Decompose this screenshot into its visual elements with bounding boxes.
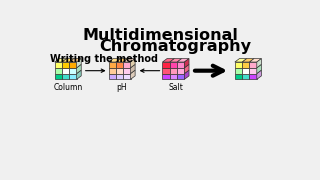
Polygon shape xyxy=(69,58,81,62)
Bar xyxy=(235,68,242,74)
Bar xyxy=(177,68,184,74)
Text: Salt: Salt xyxy=(168,83,183,92)
Bar xyxy=(55,68,62,74)
Polygon shape xyxy=(108,58,121,62)
Polygon shape xyxy=(131,70,135,79)
Polygon shape xyxy=(116,58,128,62)
Polygon shape xyxy=(76,70,81,79)
Polygon shape xyxy=(76,64,81,74)
Bar xyxy=(108,74,116,79)
Bar xyxy=(170,62,177,68)
Bar xyxy=(108,68,116,74)
Bar xyxy=(69,62,76,68)
Bar xyxy=(163,74,170,79)
Polygon shape xyxy=(250,58,261,62)
Bar xyxy=(123,68,131,74)
Bar xyxy=(123,62,131,68)
Bar xyxy=(69,68,76,74)
Bar xyxy=(242,62,250,68)
Bar xyxy=(177,62,184,68)
Bar xyxy=(62,74,69,79)
Bar xyxy=(177,74,184,79)
Polygon shape xyxy=(242,58,254,62)
Polygon shape xyxy=(163,58,174,62)
Bar xyxy=(170,74,177,79)
Polygon shape xyxy=(131,58,135,68)
Bar xyxy=(250,62,257,68)
Bar xyxy=(116,68,123,74)
Bar xyxy=(242,68,250,74)
Text: Chromatography: Chromatography xyxy=(100,39,252,54)
Polygon shape xyxy=(62,58,74,62)
Bar xyxy=(250,74,257,79)
Bar xyxy=(242,74,250,79)
Polygon shape xyxy=(235,58,247,62)
Polygon shape xyxy=(184,64,189,74)
Polygon shape xyxy=(123,58,135,62)
Bar xyxy=(163,62,170,68)
Bar xyxy=(55,74,62,79)
Bar xyxy=(69,74,76,79)
Bar xyxy=(62,62,69,68)
Polygon shape xyxy=(55,58,67,62)
Bar xyxy=(163,68,170,74)
Bar xyxy=(235,74,242,79)
Bar xyxy=(116,74,123,79)
Polygon shape xyxy=(131,64,135,74)
Text: Writing the method: Writing the method xyxy=(50,54,158,64)
Bar xyxy=(250,68,257,74)
Polygon shape xyxy=(184,70,189,79)
Polygon shape xyxy=(257,58,261,68)
Polygon shape xyxy=(170,58,182,62)
Text: Multidimensional: Multidimensional xyxy=(82,28,238,43)
Polygon shape xyxy=(76,58,81,68)
Bar xyxy=(170,68,177,74)
Text: Column: Column xyxy=(53,83,83,92)
Bar xyxy=(123,74,131,79)
Polygon shape xyxy=(177,58,189,62)
Text: pH: pH xyxy=(116,83,127,92)
Bar xyxy=(116,62,123,68)
Bar xyxy=(108,62,116,68)
Polygon shape xyxy=(257,64,261,74)
Polygon shape xyxy=(257,70,261,79)
Bar xyxy=(55,62,62,68)
Polygon shape xyxy=(184,58,189,68)
Bar xyxy=(235,62,242,68)
Bar xyxy=(62,68,69,74)
